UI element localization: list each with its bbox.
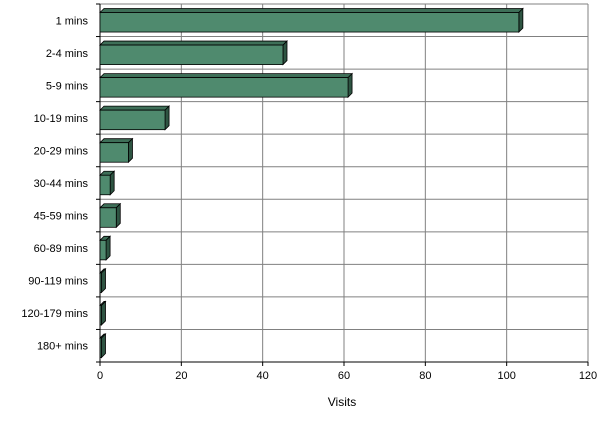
bar-front-face-5 (99, 174, 111, 196)
bar-4 (99, 137, 134, 164)
y-tick-label-4: 20-29 mins (34, 145, 89, 157)
bar-top-face-2 (99, 73, 354, 78)
bar-1 (99, 40, 288, 66)
bar-side-face-8 (101, 267, 106, 294)
bar-top-face-4 (99, 138, 134, 144)
bar-5 (99, 170, 116, 196)
bar-front-face-7 (99, 239, 107, 261)
grid-lines (99, 3, 589, 363)
bar-side-face-9 (101, 300, 106, 326)
y-tick-label-2: 5-9 mins (46, 80, 89, 92)
y-tick-label-3: 10-19 mins (34, 113, 89, 125)
bar-0 (99, 7, 524, 34)
bar-top-face-1 (99, 40, 288, 46)
bar-front-face-8 (99, 272, 102, 293)
bar-7 (99, 235, 112, 261)
x-tick-label-4: 80 (419, 370, 431, 382)
bar-2 (99, 72, 354, 99)
bar-side-face-0 (518, 7, 524, 34)
x-tick-label-3: 60 (338, 370, 350, 382)
bar-front-face-10 (99, 337, 102, 358)
y-tick-label-5: 30-44 mins (34, 178, 89, 190)
bar-top-face-3 (99, 105, 171, 111)
bar-top-face-0 (99, 8, 524, 13)
x-tick-label-0: 0 (97, 370, 103, 382)
y-tick-label-9: 120-179 mins (21, 308, 88, 320)
y-tick-label-10: 180+ mins (37, 341, 89, 353)
y-tick-label-8: 90-119 mins (28, 276, 88, 288)
x-tick-label-2: 40 (257, 370, 269, 382)
bar-front-face-6 (99, 207, 117, 228)
bars (99, 7, 524, 359)
bar-front-face-3 (99, 109, 166, 131)
x-axis-title: Visits (328, 395, 356, 409)
bar-side-face-10 (101, 332, 106, 359)
bar-front-face-9 (99, 305, 102, 326)
bar-side-face-7 (105, 235, 111, 261)
y-tick-label-0: 1 mins (56, 15, 89, 27)
bar-9 (99, 300, 107, 326)
bar-front-face-2 (99, 77, 349, 98)
bar-side-face-1 (282, 40, 288, 66)
bar-6 (99, 202, 122, 229)
bar-side-face-2 (347, 72, 353, 99)
bar-side-face-5 (109, 170, 115, 196)
x-tick-labels: 0 20 40 60 80 100 120 (97, 370, 597, 382)
bar-side-face-4 (128, 137, 133, 164)
bar-front-face-4 (99, 142, 129, 163)
y-tick-label-6: 45-59 mins (34, 211, 89, 223)
y-tick-labels: 1 mins 2-4 mins 5-9 mins 10-19 mins 20-29 mi… (21, 15, 88, 352)
x-tick-label-1: 20 (175, 370, 187, 382)
x-tick-label-5: 100 (497, 370, 515, 382)
bar-3 (99, 105, 171, 131)
bar-8 (99, 267, 107, 294)
x-tick-label-6: 120 (579, 370, 597, 382)
y-tick-label-7: 60-89 mins (34, 243, 89, 255)
y-tick-label-1: 2-4 mins (46, 48, 89, 60)
bar-front-face-0 (99, 12, 520, 33)
bar-side-face-6 (115, 202, 121, 229)
bar-front-face-1 (99, 44, 284, 65)
bar-10 (99, 332, 107, 359)
bar-side-face-3 (164, 105, 170, 131)
